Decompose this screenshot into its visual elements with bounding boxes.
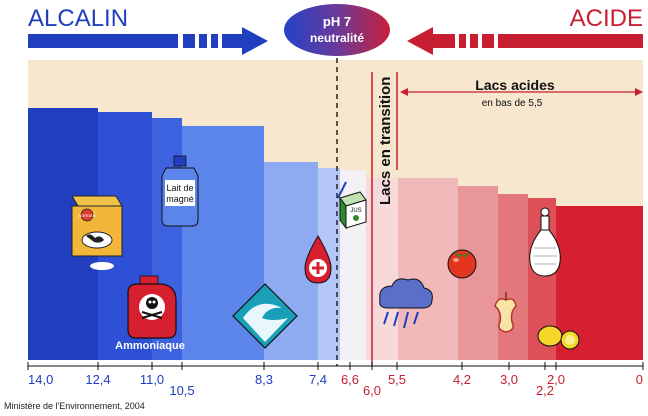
cloud-shape xyxy=(379,278,433,309)
alkaline-arrow-dash-1 xyxy=(183,34,195,48)
milk-carton-top xyxy=(71,195,123,207)
axis-tick-label: 0 xyxy=(636,372,643,387)
juice-box-text: JUS xyxy=(350,208,361,214)
skull-crossbones xyxy=(141,311,163,319)
bottle-label-line1: Lait de xyxy=(166,183,193,193)
acid-lakes-title: Lacs acides xyxy=(475,77,555,93)
juice-fruit xyxy=(353,215,359,221)
alkaline-arrow-dash-2 xyxy=(199,34,207,48)
alkaline-label: ALCALIN xyxy=(28,5,128,32)
transition-label: Lacs en transition xyxy=(377,77,394,205)
axis-tick-label: 10,5 xyxy=(169,383,194,398)
apple-core-icon xyxy=(494,292,517,333)
lemon-icon xyxy=(537,325,580,350)
axis-tick-label: 14,0 xyxy=(28,372,53,387)
rain-cloud-icon xyxy=(379,278,433,329)
rain-drops xyxy=(383,311,419,329)
axis-tick-label: 5,5 xyxy=(388,372,406,387)
neutral-ph-text: pH 7 xyxy=(323,14,351,29)
axis-tick-label: 8,3 xyxy=(255,372,273,387)
vinegar-facets xyxy=(533,247,557,265)
vinegar-bottle-icon xyxy=(529,207,561,277)
tomato-body xyxy=(447,249,477,279)
ammonia-jug-icon: Ammoniaque xyxy=(115,275,185,352)
acid-lakes-annotation: Lacs acides en bas de 5,5 xyxy=(400,77,643,109)
acid-arrow-bar xyxy=(498,34,643,48)
acid-arrow-dash-2 xyxy=(459,34,466,48)
milk-carton-logo xyxy=(80,208,94,222)
ph-step-3-0 xyxy=(498,194,528,360)
juice-front xyxy=(345,199,367,229)
vinegar-body xyxy=(529,229,561,277)
alkaline-arrow-dash-3 xyxy=(211,34,218,48)
tomato-icon xyxy=(447,249,477,279)
axis-tick-label: 4,2 xyxy=(453,372,471,387)
axis-tick-label: 6,0 xyxy=(363,383,381,398)
juice-box-icon: JUS xyxy=(337,181,367,230)
bottle-label-line2: magné xyxy=(166,194,194,204)
acid-header: ACIDE xyxy=(407,5,643,55)
neutral-ellipse xyxy=(284,4,390,56)
skull-eye-left xyxy=(148,300,152,304)
bottle-label xyxy=(165,180,195,206)
alkaline-arrow-dash-4 xyxy=(222,34,242,48)
sea-wave-icon xyxy=(232,283,298,349)
lemon-half-flesh xyxy=(565,335,575,345)
axis-ticks xyxy=(27,362,644,370)
axis-tick-label: 7,4 xyxy=(309,372,327,387)
milk-carton-brand: BORDEN xyxy=(78,213,95,218)
vinegar-neck xyxy=(540,215,550,231)
bottle-cap xyxy=(173,155,187,167)
acid-lakes-arrowhead-right xyxy=(635,88,643,96)
milk-of-magnesia-bottle-icon: Lait de magné xyxy=(161,155,199,227)
lemon-whole xyxy=(537,325,563,347)
wave-diamond xyxy=(232,283,298,349)
transition-zone: Lacs en transition xyxy=(371,72,398,366)
alkaline-arrow-bar xyxy=(28,34,178,48)
neutral-word-text: neutralité xyxy=(310,31,364,45)
drop-cross xyxy=(312,262,324,274)
wave-crest xyxy=(243,303,288,342)
milk-puddle xyxy=(90,262,114,270)
alkaline-arrowhead xyxy=(242,27,268,55)
milk-carton-icon: BORDEN xyxy=(71,195,123,270)
acid-label: ACIDE xyxy=(570,5,643,32)
axis-tick-labels: 14,0 12,4 11,0 10,5 8,3 7,4 6,6 6,0 5,5 4,2 3,0 2,2… xyxy=(28,372,643,398)
skull-eye-right xyxy=(152,300,156,304)
alkaline-header: ALCALIN xyxy=(28,5,268,55)
ph-step-5-5 xyxy=(398,178,458,360)
vinegar-stopper xyxy=(540,207,550,217)
cow-spots xyxy=(86,234,104,243)
acid-arrowhead xyxy=(407,27,433,55)
axis-tick-label: 11,0 xyxy=(140,372,164,387)
acid-lakes-arrowhead-left xyxy=(400,88,408,96)
skull-head xyxy=(146,297,158,309)
ammonia-label: Ammoniaque xyxy=(115,340,185,352)
acid-lakes-subtitle: en bas de 5,5 xyxy=(482,98,543,109)
axis-tick-label: 2,0 xyxy=(547,372,565,387)
tomato-highlight xyxy=(453,258,459,262)
acid-arrow-dash-1 xyxy=(433,34,455,48)
blood-drop-icon xyxy=(304,235,332,284)
acid-arrow-dash-3 xyxy=(470,34,478,48)
axis-tick-label: 12,4 xyxy=(85,372,110,387)
credit-text: Ministère de l'Environnement, 2004 xyxy=(4,401,145,411)
juice-straw xyxy=(337,181,347,199)
neutral-bubble: pH 7 neutralité xyxy=(284,4,390,56)
acid-arrow-dash-4 xyxy=(482,34,494,48)
axis-tick-label: 2,2 xyxy=(536,383,554,398)
axis-tick-label: 3,0 xyxy=(500,372,518,387)
tomato-stem xyxy=(454,252,470,258)
axis-tick-label: 6,6 xyxy=(341,372,359,387)
